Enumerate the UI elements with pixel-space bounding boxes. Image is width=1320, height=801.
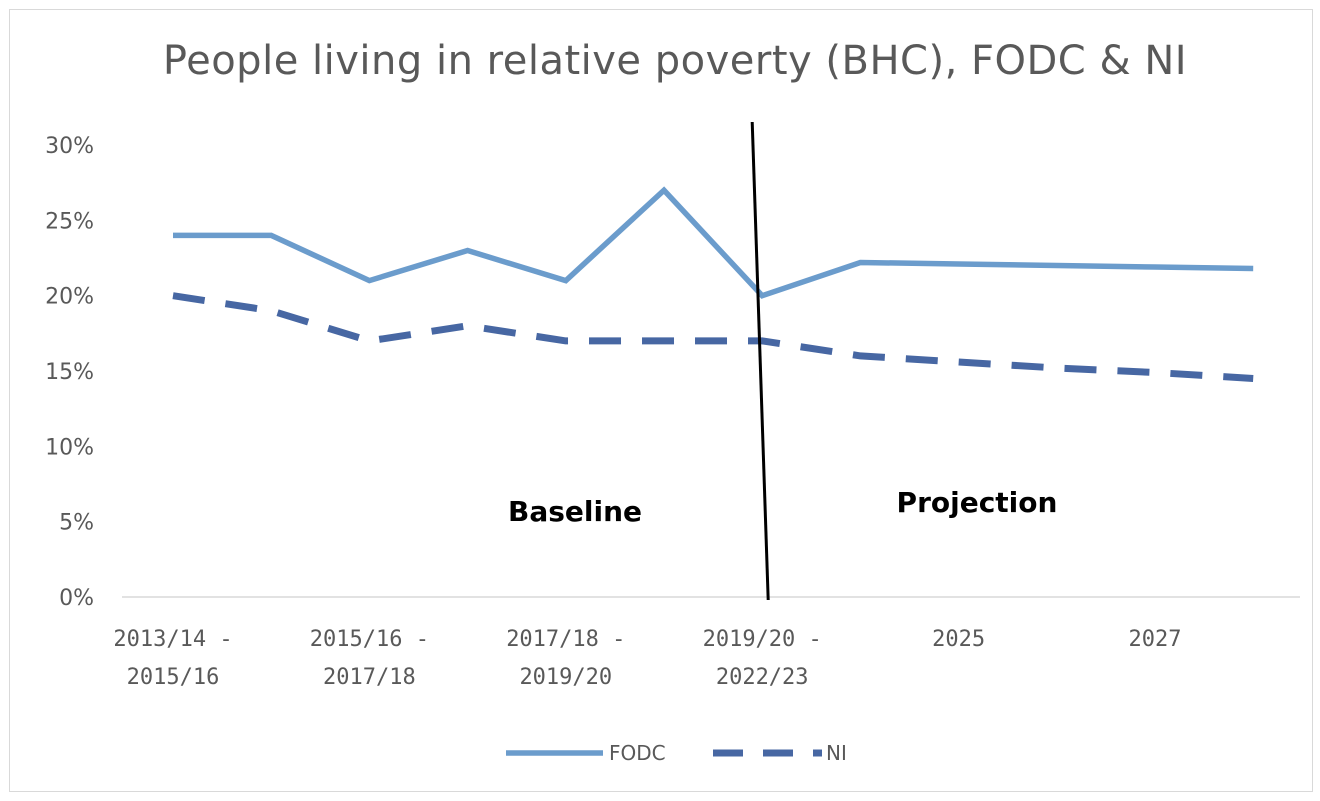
y-tick-label: 30% bbox=[45, 134, 94, 159]
x-tick-label: 2027 bbox=[1129, 627, 1182, 652]
projection-label: Projection bbox=[897, 486, 1058, 519]
baseline-projection-divider bbox=[750, 121, 770, 601]
x-tick-label: 2013/14 - bbox=[113, 627, 232, 652]
series-line-ni bbox=[172, 292, 1254, 382]
y-tick-label: 5% bbox=[59, 511, 94, 536]
x-axis: 2013/14 - 2015/16 2015/16 - 2017/18 2017/18 … bbox=[113, 627, 1181, 690]
chart-frame bbox=[9, 9, 1313, 792]
x-tick-label: 2019/20 - bbox=[703, 627, 822, 652]
series-line-fodc bbox=[173, 186, 1254, 299]
legend-label-fodc: FODC bbox=[609, 741, 666, 765]
x-tick-label: 2017/18 - bbox=[506, 627, 625, 652]
legend: FODC NI bbox=[506, 741, 847, 765]
baseline-label: Baseline bbox=[508, 495, 642, 528]
chart-title: People living in relative poverty (BHC),… bbox=[162, 38, 1188, 84]
y-tick-label: 25% bbox=[45, 209, 94, 234]
x-tick-label: 2022/23 bbox=[716, 665, 809, 690]
x-tick-label: 2015/16 - bbox=[310, 627, 429, 652]
y-tick-label: 15% bbox=[45, 360, 94, 385]
x-tick-label: 2019/20 bbox=[519, 665, 612, 690]
x-tick-label: 2017/18 bbox=[323, 665, 416, 690]
y-tick-label: 10% bbox=[45, 435, 94, 460]
series-layer bbox=[172, 186, 1254, 382]
x-tick-label: 2025 bbox=[932, 627, 985, 652]
x-tick-label: 2015/16 bbox=[127, 665, 220, 690]
y-axis: 0% 5% 10% 15% 20% 25% 30% bbox=[45, 134, 94, 611]
y-tick-label: 0% bbox=[59, 586, 94, 611]
y-tick-label: 20% bbox=[45, 285, 94, 310]
legend-label-ni: NI bbox=[826, 741, 847, 765]
